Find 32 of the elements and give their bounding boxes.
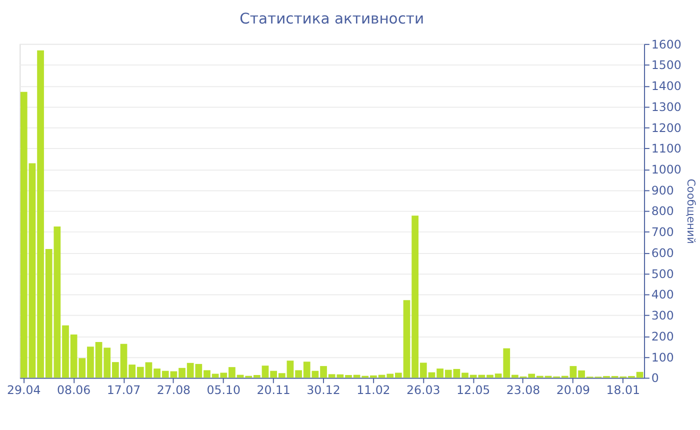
y-tick-label: 700 [651,225,674,240]
y-tick-label: 1000 [651,162,682,177]
y-axis-title: Сообщений [684,178,698,244]
x-tick-label: 26.03 [406,382,440,397]
y-tick-label: 400 [651,288,674,302]
y-tick-label: 1200 [651,120,682,135]
x-tick-label: 27.08 [156,382,191,397]
x-tick-label: 20.11 [256,382,290,397]
x-tick-label: 30.12 [306,382,340,397]
y-tick-label: 100 [651,350,674,364]
y-tick-label: 800 [651,204,674,218]
y-tick-label: 1100 [651,142,682,156]
y-tick-label: 900 [651,183,674,198]
y-tick-label: 1300 [651,100,682,114]
x-tick-label: 29.04 [7,382,41,397]
chart-title: Статистика активности [240,10,424,28]
x-tick-label: 05.10 [206,382,240,397]
x-tick-label: 12.05 [456,382,490,397]
x-tick-label: 20.09 [556,382,590,397]
x-tick-label: 11.02 [356,382,390,397]
x-tick-label: 18.01 [606,382,640,397]
y-tick-label: 0 [651,371,659,386]
x-tick-label: 23.08 [506,382,540,397]
y-tick-label: 1400 [651,79,682,94]
y-tick-label: 1600 [651,37,682,52]
x-tick-label: 17.07 [106,382,141,397]
y-tick-label: 300 [651,308,674,323]
x-tick-label: 08.06 [56,382,91,397]
y-tick-label: 1500 [651,58,682,72]
y-tick-label: 600 [651,246,674,260]
y-tick-label: 500 [651,266,674,281]
y-tick-label: 200 [651,329,674,344]
